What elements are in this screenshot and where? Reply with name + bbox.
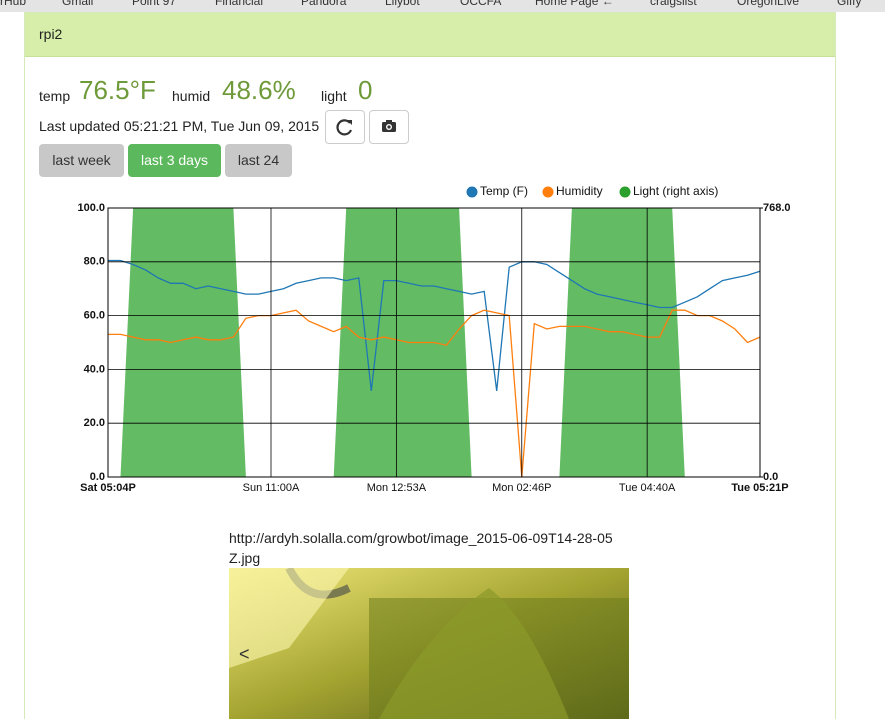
y-tick-label: 0.0 xyxy=(90,471,105,483)
x-tick-label: Sun 11:00A xyxy=(243,482,300,494)
camera-button[interactable] xyxy=(369,110,409,144)
legend-label: Light (right axis) xyxy=(633,184,718,198)
bookmarks-bar: rHub Gmail Point 97 Financial Pandora Lilybot… xyxy=(0,0,885,12)
bookmark[interactable]: craigslist xyxy=(650,0,697,8)
refresh-icon xyxy=(336,119,353,136)
y2-tick-label: 0.0 xyxy=(763,471,778,483)
plant-image[interactable]: < xyxy=(229,568,629,719)
legend-marker xyxy=(542,186,554,198)
image-caption: http://ardyh.solalla.com/growbot/image_2… xyxy=(229,530,613,566)
bookmark[interactable]: rHub xyxy=(0,0,27,8)
series-line xyxy=(108,259,761,391)
light-value: 0 xyxy=(358,75,373,105)
panel-title: rpi2 xyxy=(39,26,63,42)
y-tick-label: 80.0 xyxy=(84,256,105,268)
humid-label: humid xyxy=(172,88,211,104)
y-tick-label: 40.0 xyxy=(84,363,105,375)
y-tick-label: 60.0 xyxy=(84,310,105,322)
bookmark[interactable]: Home Page ← xyxy=(535,0,614,8)
bookmark[interactable]: Gmail xyxy=(62,0,94,8)
series-line xyxy=(108,309,761,478)
bookmark[interactable]: Financial xyxy=(215,0,264,8)
legend-marker xyxy=(466,186,478,198)
bookmark[interactable]: Point 97 xyxy=(132,0,177,8)
light-label: light xyxy=(321,88,347,104)
camera-icon xyxy=(382,120,396,132)
x-tick-label: Tue 05:21P xyxy=(731,482,788,494)
y-tick-label: 20.0 xyxy=(84,417,105,429)
range-button[interactable]: last week xyxy=(39,144,124,177)
x-tick-label: Sat 05:04P xyxy=(80,482,136,494)
range-button-active[interactable]: last 3 days xyxy=(128,144,221,177)
bookmark[interactable]: OCCFA xyxy=(460,0,502,8)
bookmark[interactable]: Lilybot xyxy=(385,0,420,8)
refresh-button[interactable] xyxy=(325,110,365,144)
temp-label: temp xyxy=(39,88,71,104)
x-tick-label: Mon 12:53A xyxy=(367,482,427,494)
bookmark[interactable]: Giffy xyxy=(837,0,862,8)
x-tick-label: Mon 02:46P xyxy=(492,482,551,494)
image-prev[interactable]: < xyxy=(239,644,250,664)
panel: rpi2 xyxy=(24,12,836,719)
legend-label: Temp (F) xyxy=(480,184,528,198)
bookmark[interactable]: Pandora xyxy=(301,0,347,8)
range-button[interactable]: last 24 xyxy=(225,144,292,177)
humid-value: 48.6% xyxy=(222,75,296,105)
y-tick-label: 100.0 xyxy=(77,202,105,214)
last-updated: Last updated 05:21:21 PM, Tue Jun 09, 20… xyxy=(39,118,320,134)
plot-frame xyxy=(107,207,761,478)
panel-heading: rpi2 xyxy=(25,13,835,57)
y2-tick-label: 768.0 xyxy=(763,202,791,214)
legend-marker xyxy=(619,186,631,198)
chart: 0.0 20.0 40.0 60.0 80.0 100.0 0.0 768.0 Sat 05:0… xyxy=(77,184,791,494)
bookmark[interactable]: OregonLive xyxy=(737,0,800,8)
legend-label: Humidity xyxy=(556,184,603,198)
temp-value: 76.5°F xyxy=(79,75,156,105)
x-tick-label: Tue 04:40A xyxy=(619,482,676,494)
